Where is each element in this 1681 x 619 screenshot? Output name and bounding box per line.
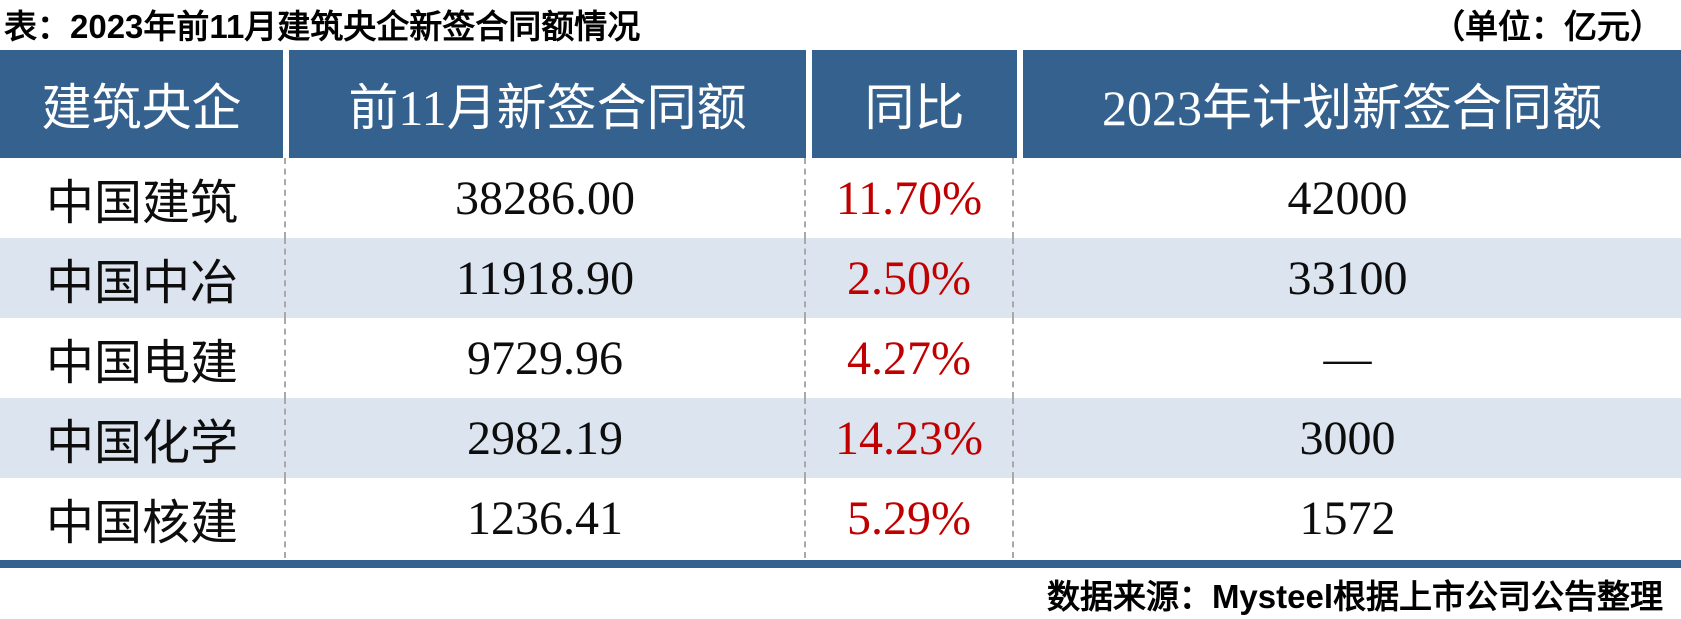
cell-yoy: 11.70% (806, 158, 1014, 238)
header-gap (283, 50, 289, 158)
cell-plan-2023: 33100 (1287, 251, 1408, 305)
cell-new-contracts: 11918.90 (286, 238, 806, 318)
cell-new-contracts: 2982.19 (286, 398, 806, 478)
title-row: 表：2023年前11月建筑央企新签合同额情况 （单位：亿元） (0, 0, 1681, 50)
cell-new-contracts: 9729.96 (286, 318, 806, 398)
footer-row: 数据来源：Mysteel根据上市公司公告整理 (0, 568, 1681, 619)
header-cell-new-contracts: 前11月新签合同额 (289, 50, 806, 158)
header-cell-yoy: 同比 (812, 50, 1017, 158)
cell-company: 中国化学 (0, 398, 286, 478)
cell-yoy: 5.29% (806, 478, 1014, 558)
cell-plan-2023: 42000 (1287, 171, 1408, 225)
table-row: 中国中冶 11918.90 2.50% 33100 (0, 238, 1681, 318)
cell-new-contracts: 38286.00 (286, 158, 806, 238)
table-row: 中国建筑 38286.00 11.70% 42000 (0, 158, 1681, 238)
header-gap (806, 50, 812, 158)
cell-plan-2023: 1572 (1299, 491, 1396, 545)
cell-company: 中国中冶 (0, 238, 286, 318)
cell-yoy: 14.23% (806, 398, 1014, 478)
data-source: 数据来源：Mysteel根据上市公司公告整理 (1046, 577, 1663, 615)
cell-yoy: 4.27% (806, 318, 1014, 398)
table-row: 中国化学 2982.19 14.23% 3000 (0, 398, 1681, 478)
cell-company: 中国核建 (0, 478, 286, 558)
cell-company: 中国建筑 (0, 158, 286, 238)
bottom-divider-bar (0, 560, 1681, 568)
page-title: 表：2023年前11月建筑央企新签合同额情况 (4, 8, 641, 45)
table-header-row: 建筑央企 前11月新签合同额 同比 2023年计划新签合同额 (0, 50, 1681, 158)
header-cell-plan-2023: 2023年计划新签合同额 (1023, 50, 1681, 158)
cell-yoy: 2.50% (806, 238, 1014, 318)
header-gap (1017, 50, 1023, 158)
unit-note: （单位：亿元） (1432, 8, 1663, 45)
cell-plan-2023: — (1323, 331, 1372, 385)
cell-company: 中国电建 (0, 318, 286, 398)
cell-new-contracts: 1236.41 (286, 478, 806, 558)
table-row: 中国电建 9729.96 4.27% — (0, 318, 1681, 398)
header-cell-company: 建筑央企 (0, 50, 283, 158)
table-row: 中国核建 1236.41 5.29% 1572 (0, 478, 1681, 558)
cell-plan-2023: 3000 (1299, 411, 1396, 465)
